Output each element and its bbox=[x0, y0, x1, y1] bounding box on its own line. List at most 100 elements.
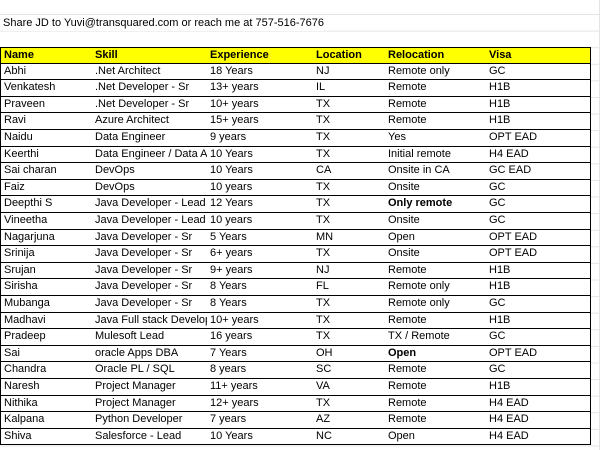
table-cell: GC bbox=[486, 329, 591, 346]
table-cell: Java Full stack Develop bbox=[92, 312, 208, 330]
table-cell: 18 Years bbox=[207, 63, 314, 81]
table-cell: TX bbox=[313, 146, 386, 164]
table-cell: Onsite bbox=[385, 213, 487, 230]
table-cell: Shiva bbox=[0, 428, 93, 446]
table-cell: 10 Years bbox=[207, 163, 314, 180]
table-cell: 12 Years bbox=[207, 196, 314, 213]
table-cell: H4 EAD bbox=[486, 395, 591, 413]
table-cell: Data Engineer bbox=[92, 130, 208, 147]
table-cell: Onsite in CA bbox=[385, 163, 487, 180]
table-cell: Remote only bbox=[385, 279, 487, 296]
table-cell: Madhavi bbox=[0, 312, 93, 330]
table-cell: TX bbox=[313, 196, 386, 213]
table-cell: 16 years bbox=[207, 329, 314, 346]
table-cell: OPT EAD bbox=[486, 130, 591, 147]
table-cell: 5 Years bbox=[207, 229, 314, 247]
table-cell: TX bbox=[313, 246, 386, 263]
table-cell: 10 years bbox=[207, 179, 314, 197]
table-cell: GC bbox=[486, 63, 591, 81]
table-cell: Deepthi S bbox=[0, 196, 93, 213]
table-cell: 9+ years bbox=[207, 262, 314, 280]
table-cell: Python Developer bbox=[92, 412, 208, 429]
table-cell: Open bbox=[385, 229, 487, 247]
table-cell: 13+ years bbox=[207, 80, 314, 97]
table-cell: H1B bbox=[486, 113, 591, 130]
table-cell: Remote bbox=[385, 80, 487, 97]
table-cell: Yes bbox=[385, 130, 487, 147]
table-cell: 11+ years bbox=[207, 379, 314, 396]
table-cell: Nithika bbox=[0, 395, 93, 413]
table-cell: H1B bbox=[486, 96, 591, 114]
table-cell: 7 Years bbox=[207, 345, 314, 363]
table-cell: .Net Developer - Sr bbox=[92, 96, 208, 114]
table-cell: 8 Years bbox=[207, 296, 314, 313]
table-cell: 10 Years bbox=[207, 428, 314, 446]
table-cell: Vineetha bbox=[0, 213, 93, 230]
table-cell: Oracle PL / SQL bbox=[92, 362, 208, 379]
table-cell: Nagarjuna bbox=[0, 229, 93, 247]
table-cell: Java Developer - Lead bbox=[92, 213, 208, 230]
table-cell: TX bbox=[313, 329, 386, 346]
note: Share JD to Yuvi@transquared.com or reac… bbox=[3, 15, 324, 31]
table-cell: 8 years bbox=[207, 362, 314, 379]
table-cell: Sai charan bbox=[0, 163, 93, 180]
table-cell: 9 years bbox=[207, 130, 314, 147]
table-cell: Remote bbox=[385, 96, 487, 114]
table-cell: Remote bbox=[385, 113, 487, 130]
table-cell: 12+ years bbox=[207, 395, 314, 413]
table-cell: Java Developer - Sr bbox=[92, 279, 208, 296]
table-cell: 10 Years bbox=[207, 146, 314, 164]
table-cell: Chandra bbox=[0, 362, 93, 379]
header-cell: Experience bbox=[207, 47, 314, 64]
table-cell: Data Engineer / Data A bbox=[92, 146, 208, 164]
table-cell: H1B bbox=[486, 80, 591, 97]
table-cell: Abhi bbox=[0, 63, 93, 81]
table-cell: Remote bbox=[385, 362, 487, 379]
table-cell: Project Manager bbox=[92, 395, 208, 413]
header-cell: Visa bbox=[486, 47, 591, 64]
table-cell: Mulesoft Lead bbox=[92, 329, 208, 346]
table-cell: SC bbox=[313, 362, 386, 379]
header-cell: Name bbox=[0, 47, 93, 64]
header-cell: Skill bbox=[92, 47, 208, 64]
table-cell: Onsite bbox=[385, 179, 487, 197]
table-cell: TX bbox=[313, 395, 386, 413]
table-cell: Java Developer - Sr bbox=[92, 246, 208, 263]
table-cell: DevOps bbox=[92, 163, 208, 180]
table-cell: TX bbox=[313, 113, 386, 130]
table-cell: NJ bbox=[313, 63, 386, 81]
table-cell: Remote bbox=[385, 262, 487, 280]
table-cell: Faiz bbox=[0, 179, 93, 197]
table-cell: Open bbox=[385, 345, 487, 363]
table-cell: MN bbox=[313, 229, 386, 247]
table-cell: GC bbox=[486, 179, 591, 197]
table-cell: Salesforce - Lead bbox=[92, 428, 208, 446]
table-cell: GC bbox=[486, 296, 591, 313]
table-cell: Ravi bbox=[0, 113, 93, 130]
header-cell: Relocation bbox=[385, 47, 487, 64]
table-cell: Naresh bbox=[0, 379, 93, 396]
table-cell: OH bbox=[313, 345, 386, 363]
table-cell: DevOps bbox=[92, 179, 208, 197]
table-cell: VA bbox=[313, 379, 386, 396]
table-cell: Remote bbox=[385, 312, 487, 330]
table-cell: Remote bbox=[385, 379, 487, 396]
table-cell: TX bbox=[313, 130, 386, 147]
table-cell: H1B bbox=[486, 379, 591, 396]
table-cell: TX bbox=[313, 96, 386, 114]
table-cell: oracle Apps DBA bbox=[92, 345, 208, 363]
table-cell: IL bbox=[313, 80, 386, 97]
table-cell: TX bbox=[313, 296, 386, 313]
table-cell: Java Developer - Sr bbox=[92, 262, 208, 280]
table-cell: 8 Years bbox=[207, 279, 314, 296]
table-cell: Sai bbox=[0, 345, 93, 363]
table-cell: Remote bbox=[385, 412, 487, 429]
table-cell: NC bbox=[313, 428, 386, 446]
table-cell: Sirisha bbox=[0, 279, 93, 296]
table-cell: TX bbox=[313, 312, 386, 330]
table-cell: H1B bbox=[486, 262, 591, 280]
table-cell: TX bbox=[313, 179, 386, 197]
table-cell: Only remote bbox=[385, 196, 487, 213]
table-cell: OPT EAD bbox=[486, 246, 591, 263]
